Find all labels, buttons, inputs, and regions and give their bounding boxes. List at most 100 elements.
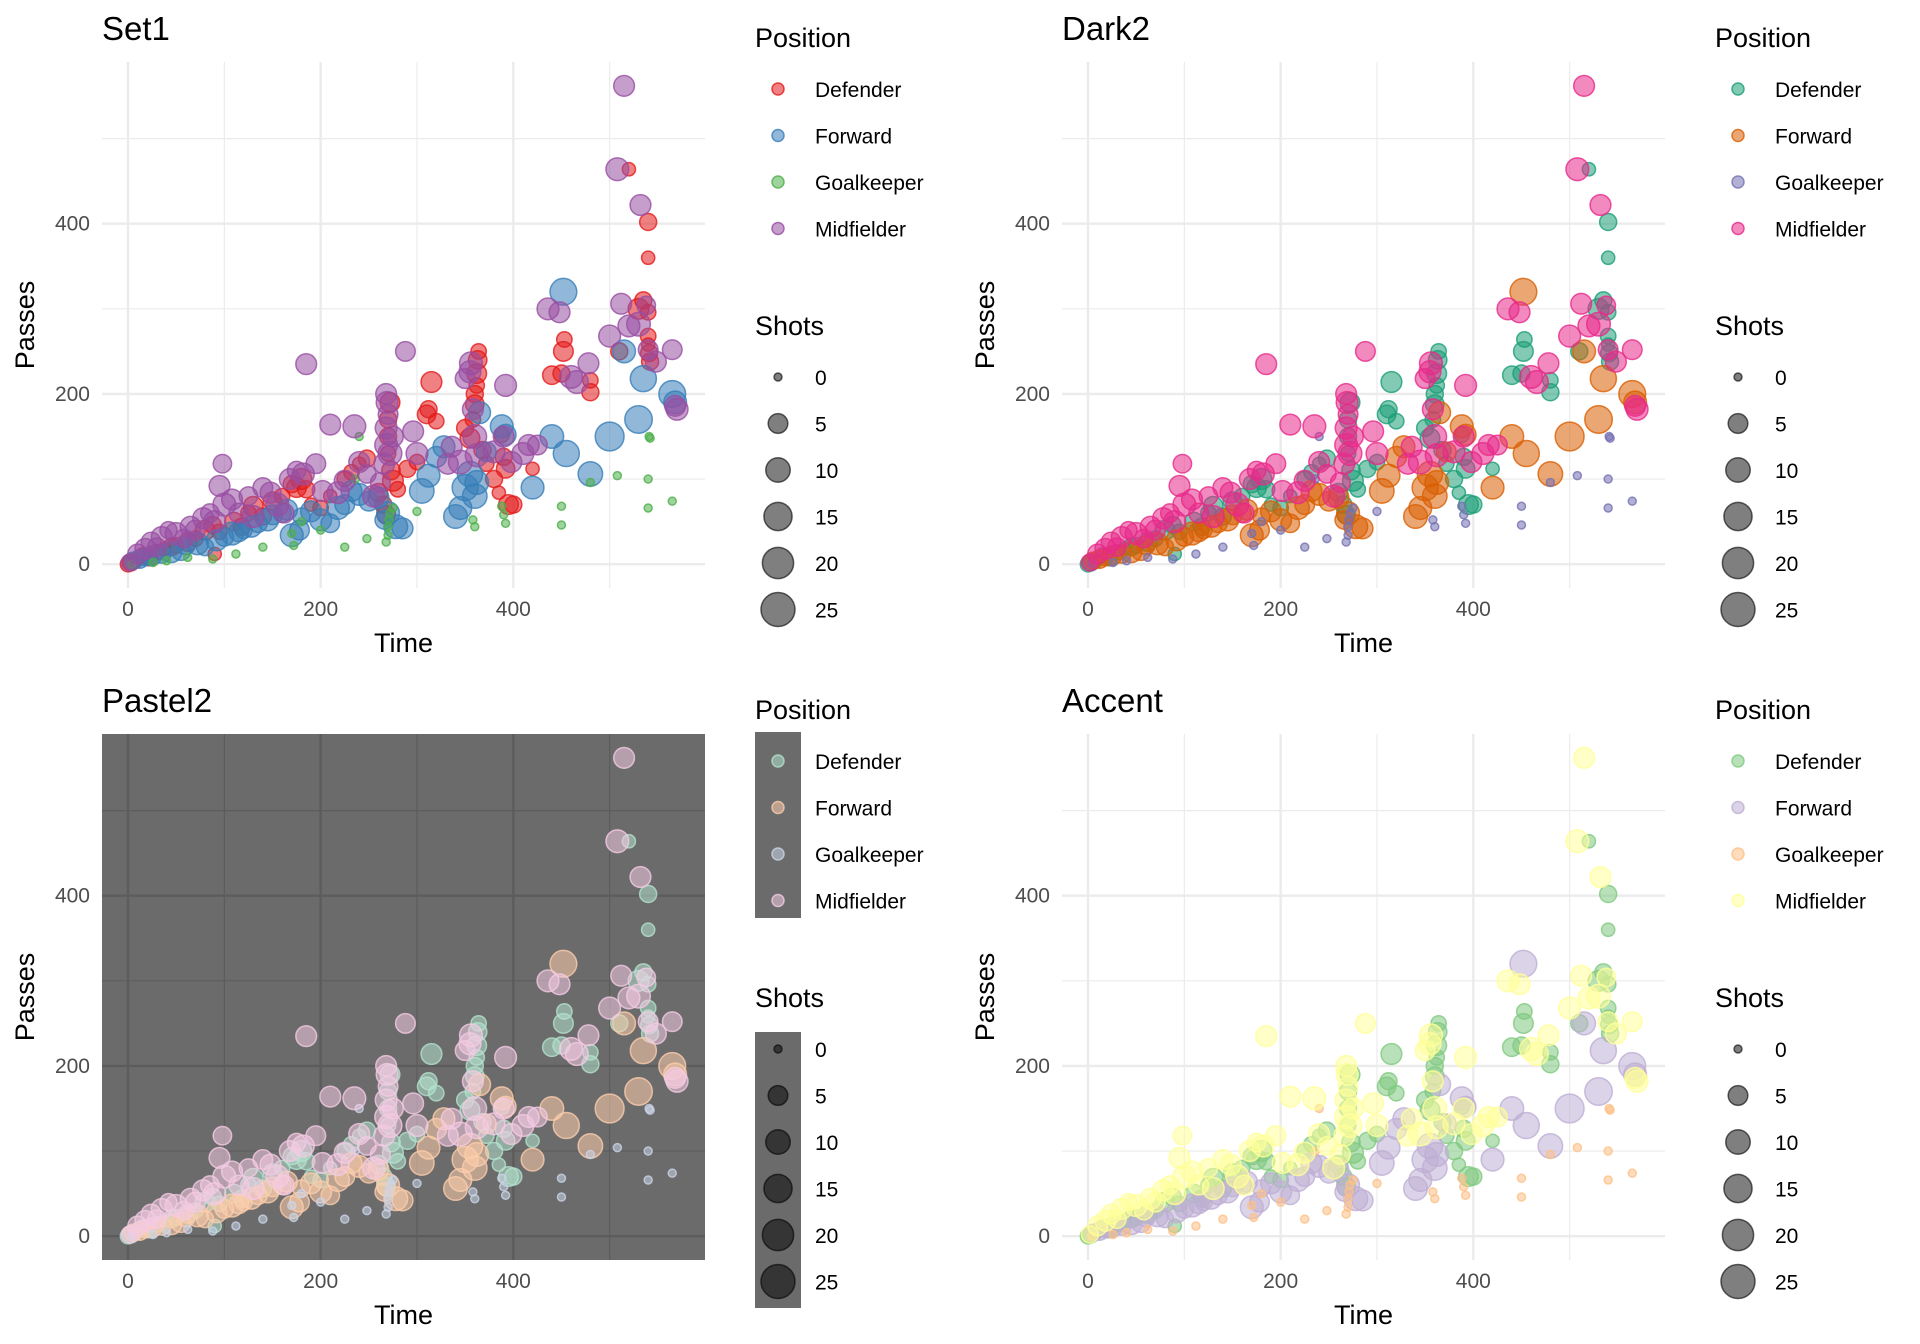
point-goalkeeper [1603, 1175, 1613, 1185]
panel-title: Dark2 [1062, 10, 1150, 47]
point-goalkeeper [556, 520, 567, 530]
legend-key-defender [771, 82, 785, 96]
point-midfielder [661, 339, 683, 361]
point-goalkeeper [287, 528, 297, 539]
legend-size-label: 25 [1775, 1272, 1798, 1295]
point-midfielder [1302, 1086, 1327, 1111]
legend-key-background [755, 1032, 801, 1308]
point-goalkeeper [1372, 1178, 1382, 1189]
point-midfielder [1293, 469, 1316, 492]
y-tick-label: 400 [55, 885, 90, 908]
legend-size-key [1720, 1263, 1756, 1300]
point-goalkeeper [643, 474, 653, 484]
point-goalkeeper [258, 1214, 268, 1224]
point-goalkeeper [645, 433, 655, 443]
legend-label-forward: Forward [1775, 126, 1852, 149]
x-axis-title: Time [374, 628, 433, 658]
x-tick-label: 0 [122, 1270, 134, 1293]
point-midfielder [1172, 453, 1193, 474]
point-goalkeeper [1191, 1221, 1201, 1231]
legend-key-forward [1731, 128, 1745, 143]
point-goalkeeper [667, 496, 677, 506]
legend-size-label: 20 [1775, 553, 1798, 576]
legend-shots: Shots 0 5 10 15 20 25 [1715, 311, 1798, 628]
x-tick-label: 400 [496, 1270, 531, 1293]
point-midfielder [1452, 1097, 1475, 1120]
point-midfielder [492, 425, 515, 448]
point-forward [611, 1011, 637, 1036]
legend-size-key [1727, 412, 1749, 435]
point-defender [1387, 1084, 1405, 1102]
y-axis-title: Passes [970, 281, 1000, 370]
point-midfielder [1621, 339, 1643, 361]
point-defender [640, 922, 656, 938]
point-defender [420, 370, 443, 394]
legend-size-label: 5 [1775, 414, 1787, 437]
legend-label-defender: Defender [1775, 751, 1861, 774]
point-goalkeeper [182, 1224, 193, 1235]
point-midfielder [625, 311, 652, 337]
point-goalkeeper [556, 1173, 567, 1184]
point-defender [1451, 1157, 1467, 1173]
legend-key-midfielder [771, 221, 785, 236]
point-midfielder [369, 471, 391, 494]
legend-key-defender [771, 754, 785, 768]
point-midfielder [212, 1125, 233, 1146]
point-midfielder [665, 397, 689, 421]
legend-size-key [767, 412, 789, 435]
point-midfielder [1201, 1176, 1225, 1201]
point-midfielder [493, 373, 518, 398]
legend-size-label: 10 [1775, 1132, 1798, 1155]
point-defender [638, 884, 658, 904]
point-midfielder [625, 983, 652, 1009]
x-axis-title: Time [1334, 628, 1393, 658]
point-goalkeeper [161, 1228, 172, 1238]
point-midfielder [612, 74, 636, 97]
point-midfielder [1604, 350, 1627, 373]
y-axis-title: Passes [10, 281, 40, 370]
y-tick-label: 200 [1015, 1055, 1050, 1078]
point-goalkeeper [1218, 1214, 1228, 1224]
point-midfielder [1418, 1023, 1444, 1048]
point-midfielder [1365, 1113, 1389, 1138]
legend-size-key [1733, 372, 1743, 382]
panel-title: Set1 [102, 10, 170, 47]
x-tick-label: 200 [1263, 1270, 1298, 1293]
point-midfielder [377, 403, 399, 425]
point-goalkeeper [388, 1175, 398, 1185]
point-defender [1515, 1003, 1533, 1020]
point-midfielder [1524, 1041, 1549, 1067]
point-goalkeeper [1343, 530, 1353, 540]
legend-label-midfielder: Midfielder [815, 891, 906, 914]
point-midfielder [644, 350, 667, 373]
point-goalkeeper [1460, 1190, 1471, 1201]
point-midfielder [493, 1045, 518, 1070]
point-goalkeeper [231, 1221, 241, 1231]
point-goalkeeper [1603, 474, 1613, 484]
point-midfielder [1524, 369, 1549, 395]
point-goalkeeper [208, 554, 218, 564]
point-defender [1464, 1167, 1483, 1186]
legend-size-label: 15 [815, 1179, 838, 1202]
point-defender [1380, 370, 1403, 394]
point-goalkeeper [1121, 556, 1132, 566]
legend-size-label: 25 [1775, 600, 1798, 623]
point-midfielder [319, 1085, 342, 1108]
legend-label-goalkeeper: Goalkeeper [1775, 844, 1884, 867]
point-midfielder [273, 502, 295, 524]
legend-size-key [763, 1173, 793, 1204]
point-midfielder [305, 453, 327, 475]
y-tick-label: 0 [78, 553, 90, 576]
point-midfielder [295, 353, 318, 376]
point-goalkeeper [1605, 1105, 1615, 1115]
points [1079, 74, 1649, 573]
legend-size-key [773, 372, 783, 382]
point-goalkeeper [208, 1226, 218, 1236]
point-goalkeeper [148, 557, 158, 568]
point-forward [391, 1189, 414, 1212]
point-midfielder [1233, 502, 1255, 524]
legend-size-label: 5 [815, 414, 827, 437]
legend-label-goalkeeper: Goalkeeper [815, 844, 924, 867]
